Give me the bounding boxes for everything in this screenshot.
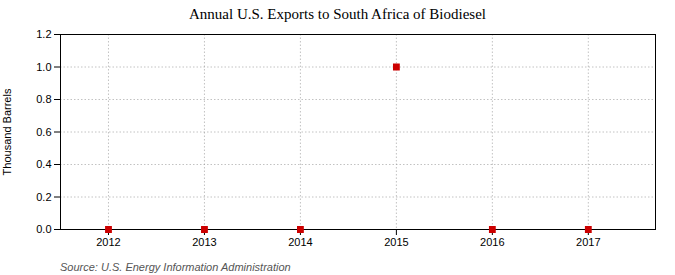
html-text:Source: U.S. Energy Informatio: Source: U.S. Energy Information Administ… (60, 261, 291, 273)
svg-text:0.2: 0.2 (36, 191, 51, 203)
svg-text:2013: 2013 (192, 236, 216, 248)
svg-text:0.8: 0.8 (36, 93, 51, 105)
svg-text:0.0: 0.0 (36, 223, 51, 235)
html-text:Annual U.S. Exports to South A: Annual U.S. Exports to South Africa of B… (189, 6, 486, 22)
svg-text:2012: 2012 (96, 236, 120, 248)
svg-text:2017: 2017 (576, 236, 600, 248)
svg-text:2015: 2015 (384, 236, 408, 248)
svg-text:0.4: 0.4 (36, 158, 51, 170)
svg-text:2014: 2014 (288, 236, 312, 248)
svg-text:0.6: 0.6 (36, 126, 51, 138)
svg-text:2016: 2016 (480, 236, 504, 248)
svg-text:1.0: 1.0 (36, 61, 51, 73)
svg-text:1.2: 1.2 (36, 28, 51, 40)
svg-text:Thousand Barrels: Thousand Barrels (1, 88, 13, 175)
